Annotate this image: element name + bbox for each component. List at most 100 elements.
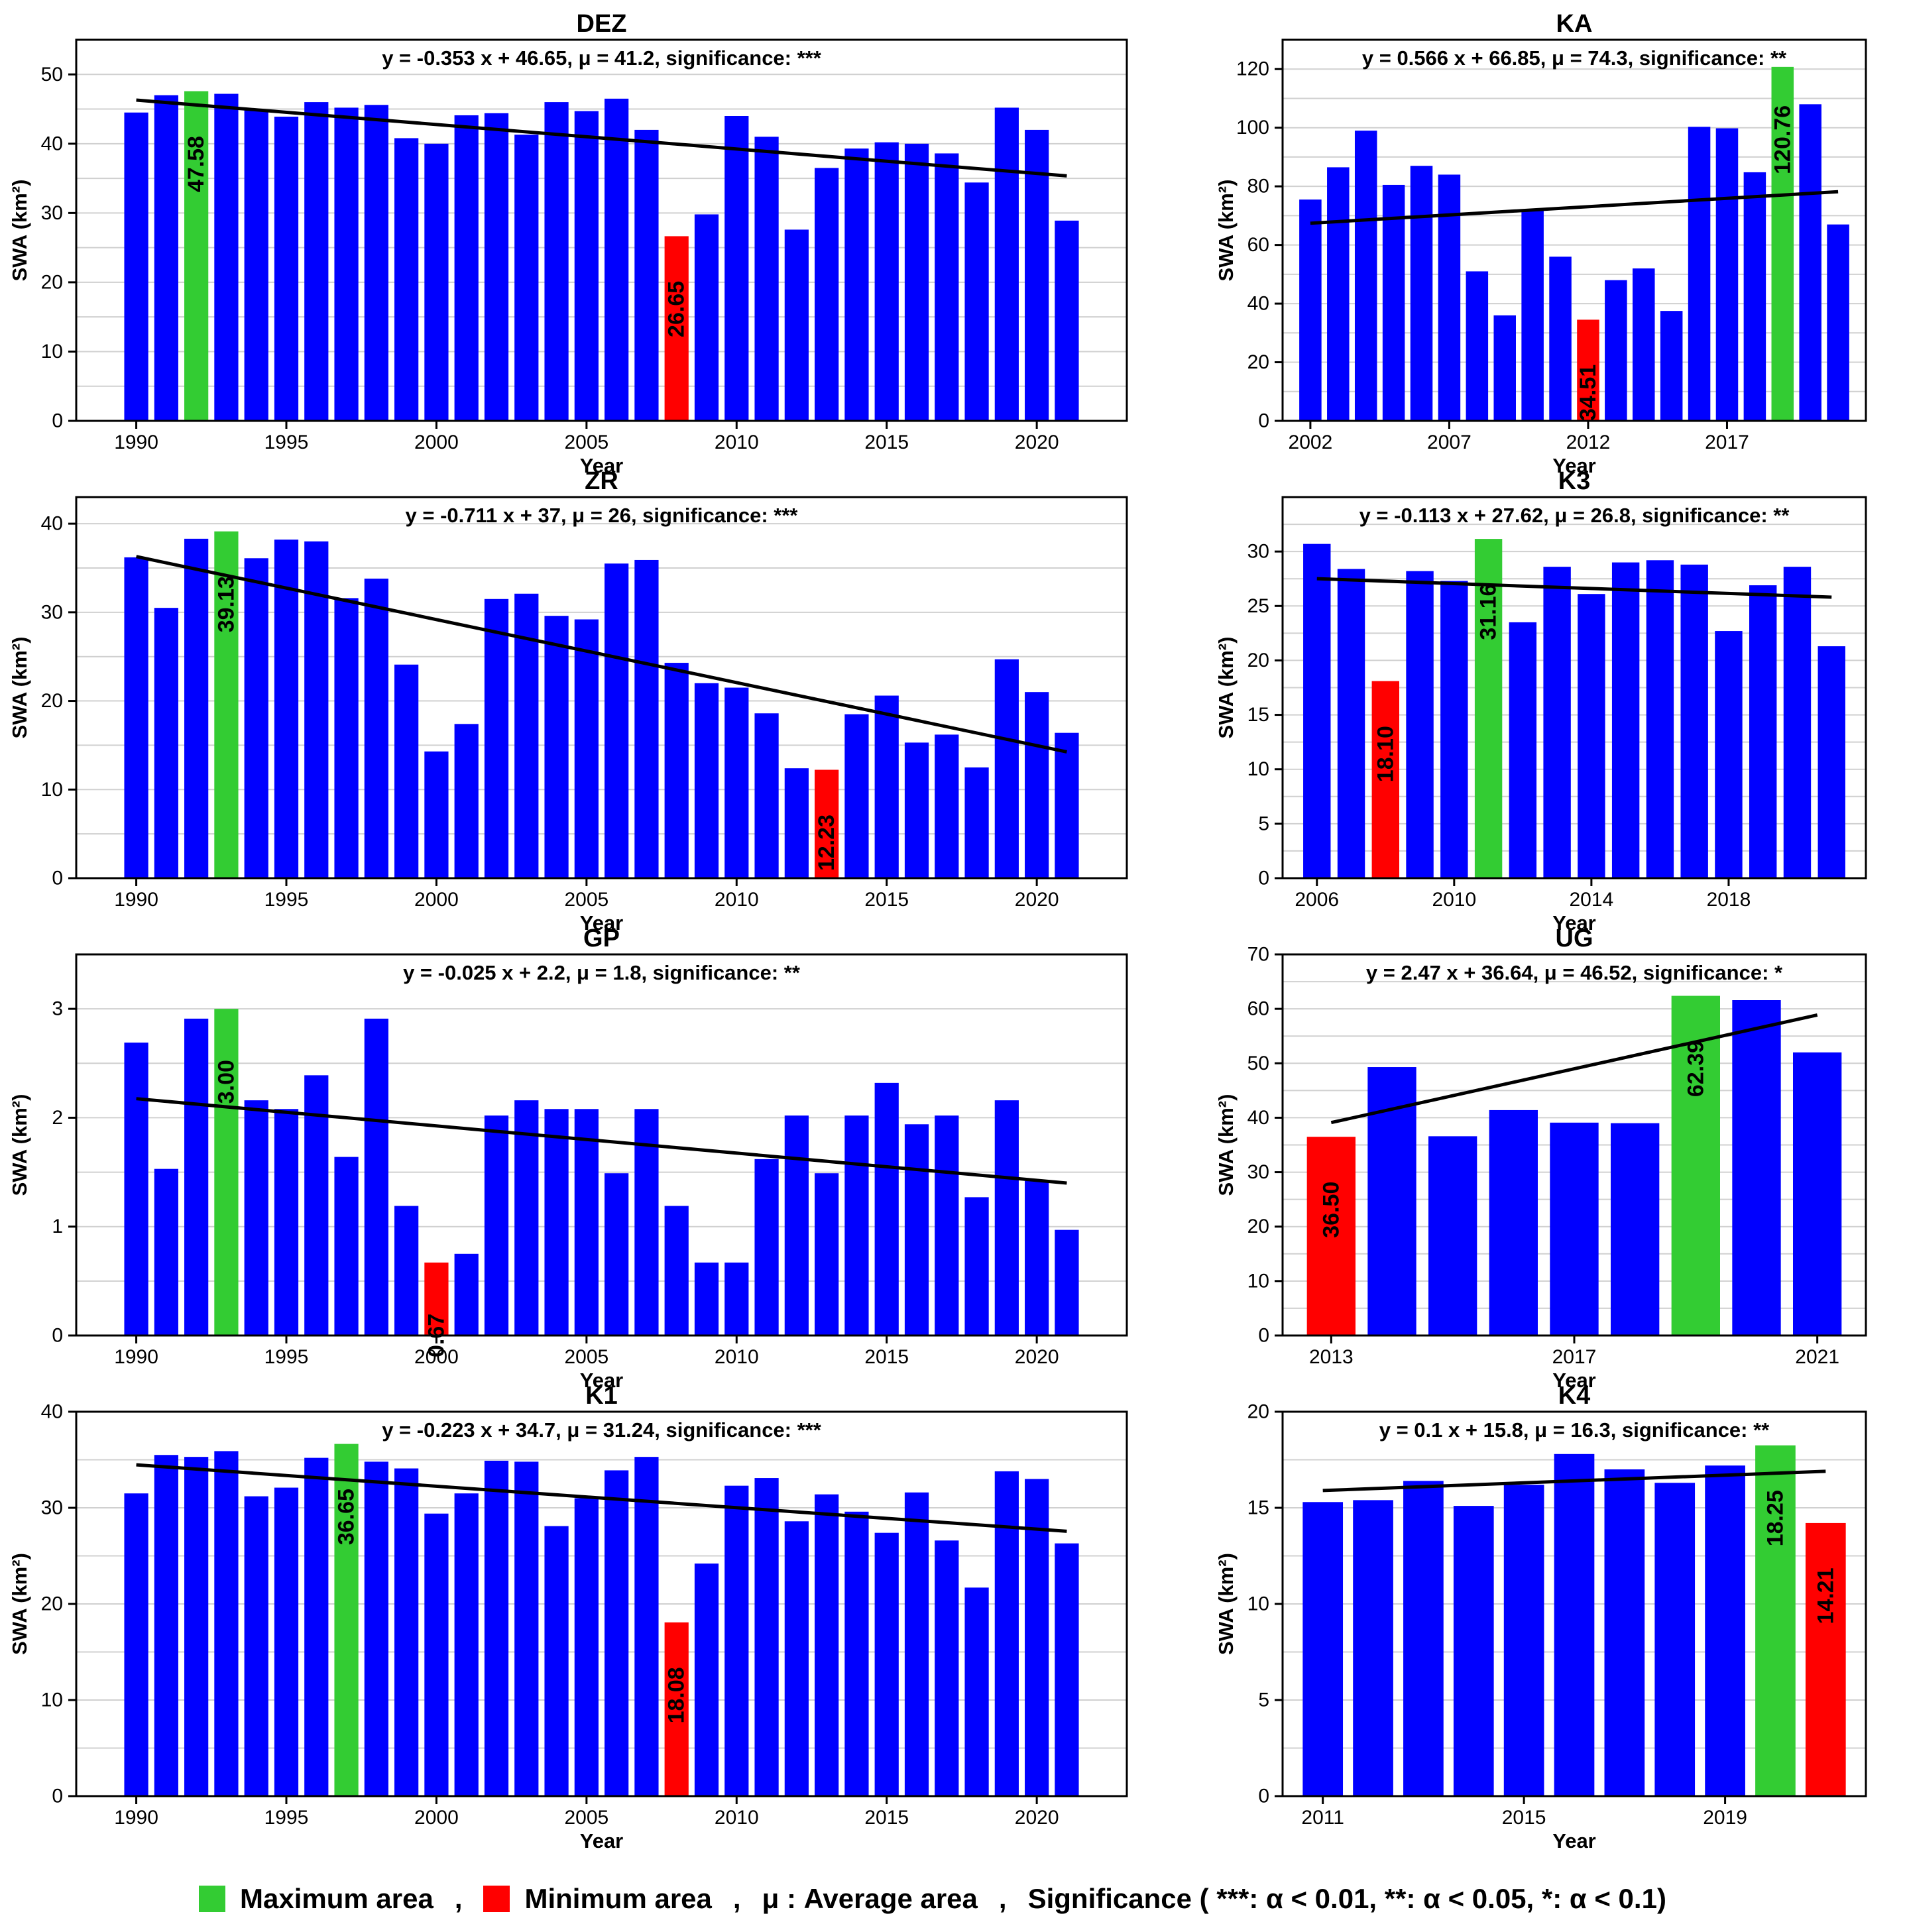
min-value-label: 14.21	[1813, 1567, 1838, 1624]
y-tick-label: 60	[1247, 998, 1269, 1020]
bar-2014	[844, 1511, 869, 1796]
bar-2011	[754, 1478, 779, 1796]
bar-2002	[1299, 199, 1322, 421]
bar-2019	[994, 1471, 1019, 1796]
bar-1994	[244, 110, 268, 422]
y-tick-label: 20	[1247, 1216, 1269, 1237]
trend-line	[136, 98, 1067, 178]
bar-1999	[394, 138, 419, 422]
bar-2020	[1732, 1000, 1781, 1335]
bar-2010	[724, 116, 749, 421]
bar-2009	[694, 1262, 719, 1335]
bar-1993	[214, 1451, 239, 1796]
y-tick-label: 60	[1247, 234, 1269, 256]
bar-2004	[544, 1109, 569, 1335]
bar-2015	[1660, 311, 1683, 421]
y-tick-label: 0	[52, 1325, 63, 1347]
x-tick-label: 1990	[114, 431, 158, 453]
bar-2011	[1549, 256, 1572, 421]
y-axis-label: SWA (km²)	[1214, 637, 1238, 739]
bar-2009	[694, 214, 719, 421]
bar-1996	[304, 102, 329, 421]
bar-2013	[1403, 1481, 1444, 1796]
bar-1992	[184, 538, 209, 878]
x-tick-label: 2018	[1707, 889, 1751, 911]
y-tick-label: 50	[41, 64, 63, 85]
chart-title: KA	[1556, 10, 1593, 38]
bar-2005	[574, 1109, 599, 1335]
bar-2007	[1438, 174, 1461, 421]
y-tick-label: 20	[1247, 1401, 1269, 1423]
trend-line	[1310, 190, 1839, 225]
bar-2014	[1633, 268, 1655, 421]
bar-2006	[605, 98, 629, 421]
bar-2016	[1489, 1109, 1538, 1335]
y-axis-label: SWA (km²)	[8, 180, 31, 282]
y-tick-label: 5	[1258, 813, 1269, 834]
y-tick-label: 40	[1247, 1107, 1269, 1129]
x-axis-label: Year	[1552, 1369, 1596, 1392]
bar-2015	[1503, 1485, 1544, 1796]
bar-1995	[274, 1109, 299, 1335]
chart-title: K1	[585, 1382, 618, 1410]
y-tick-label: 0	[1258, 410, 1269, 432]
bar-2019	[1749, 585, 1777, 878]
y-tick-label: 0	[52, 410, 63, 432]
y-axis-label: SWA (km²)	[8, 1553, 31, 1655]
bar-2008	[1466, 271, 1489, 421]
bar-2010	[1521, 209, 1544, 421]
bar-2017	[1604, 1469, 1645, 1796]
bar-2013	[815, 1494, 839, 1796]
chart-ug: 62.39 36.50 0 10 20 30 40 50 60 70 2013 2017 2021 UG y…	[1214, 925, 1867, 1392]
bar-2021	[1805, 1522, 1846, 1796]
bar-2004	[1354, 131, 1377, 421]
bar-2020	[1025, 692, 1049, 878]
bar-2007	[634, 129, 659, 421]
bar-2010	[724, 1485, 749, 1796]
trend-line	[1330, 1013, 1818, 1125]
x-tick-label: 2010	[1432, 889, 1476, 911]
max-value-label: 31.16	[1476, 584, 1501, 640]
bar-2012	[784, 1521, 809, 1796]
y-tick-label: 25	[1247, 595, 1269, 617]
bar-2013	[815, 1173, 839, 1335]
bar-1997	[334, 1157, 359, 1335]
x-tick-label: 2005	[564, 889, 608, 911]
chart-k1: 36.65 18.08 0 10 20 30 40 1990 1995 2000 2005 2010 2…	[8, 1382, 1128, 1852]
y-tick-label: 15	[1247, 1497, 1269, 1519]
x-tick-label: 2013	[1309, 1346, 1354, 1368]
y-tick-label: 50	[1247, 1052, 1269, 1074]
y-tick-label: 30	[1247, 541, 1269, 563]
bar-2005	[574, 111, 599, 421]
y-tick-label: 40	[41, 1401, 63, 1423]
chart-dez: 47.58 26.65 0 10 20 30 40 50 1990 1995 2000 2005 201…	[8, 10, 1128, 477]
y-tick-label: 70	[1247, 944, 1269, 966]
bar-1991	[154, 1168, 178, 1335]
bar-2012	[1577, 319, 1599, 421]
y-tick-label: 10	[1247, 758, 1269, 780]
chart-title: K3	[1558, 467, 1591, 495]
x-tick-label: 2017	[1552, 1346, 1597, 1368]
bar-2003	[514, 1461, 539, 1796]
y-axis-label: SWA (km²)	[8, 637, 31, 739]
bar-2012	[784, 229, 809, 421]
bar-2008	[664, 663, 689, 878]
x-tick-label: 2020	[1015, 889, 1059, 911]
bar-2013	[815, 168, 839, 421]
chart-ka: 120.76 34.51 0 20 40 60 80 100 120 2002 2007 2012 20…	[1214, 10, 1867, 477]
bar-2000	[424, 1513, 449, 1796]
legend-avg-label: μ : Average area	[762, 1883, 978, 1914]
x-tick-label: 2006	[1295, 889, 1339, 911]
x-tick-label: 2000	[414, 1346, 459, 1368]
bar-2015	[874, 142, 899, 421]
bar-2002	[484, 1460, 509, 1796]
bar-2006	[1303, 543, 1331, 878]
trend-equation: y = -0.353 x + 46.65, μ = 41.2, signific…	[382, 46, 822, 70]
bar-2015	[874, 1532, 899, 1796]
y-tick-label: 15	[1247, 704, 1269, 726]
bar-1997	[334, 107, 359, 422]
bar-2002	[484, 1115, 509, 1335]
bar-2015	[1611, 562, 1640, 878]
x-tick-label: 2000	[414, 889, 459, 911]
